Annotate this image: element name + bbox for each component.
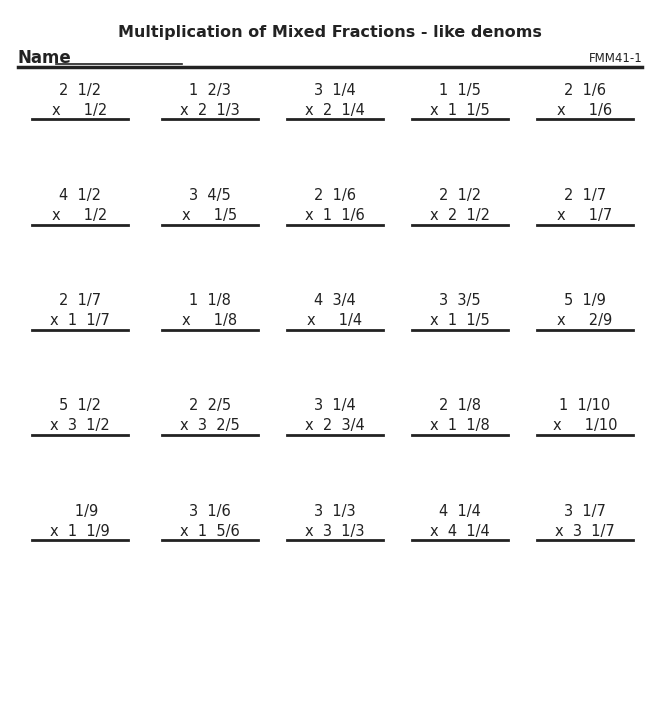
Text: x     1/8: x 1/8 [182, 313, 238, 328]
Text: x     1/10: x 1/10 [553, 418, 617, 434]
Text: 3  1/6: 3 1/6 [189, 503, 231, 519]
Text: x  1  1/9: x 1 1/9 [50, 523, 110, 539]
Text: x     1/7: x 1/7 [558, 208, 612, 223]
Text: 2  1/6: 2 1/6 [314, 188, 356, 203]
Text: 1/9: 1/9 [61, 503, 98, 519]
Text: 2  1/7: 2 1/7 [564, 188, 606, 203]
Text: Name: Name [18, 49, 71, 68]
Text: x     1/5: x 1/5 [182, 208, 238, 223]
Text: x  1  1/5: x 1 1/5 [430, 313, 490, 328]
Text: x     1/6: x 1/6 [558, 102, 612, 118]
Text: x  1  1/7: x 1 1/7 [50, 313, 110, 328]
Text: 3  1/3: 3 1/3 [314, 503, 356, 519]
Text: x  3  1/7: x 3 1/7 [555, 523, 615, 539]
Text: 5  1/9: 5 1/9 [564, 293, 606, 309]
Text: 5  1/2: 5 1/2 [59, 398, 101, 414]
Text: 2  1/6: 2 1/6 [564, 82, 606, 98]
Text: x  2  1/3: x 2 1/3 [180, 102, 240, 118]
Text: 2  1/7: 2 1/7 [59, 293, 101, 309]
Text: 4  1/2: 4 1/2 [59, 188, 101, 203]
Text: x  3  2/5: x 3 2/5 [180, 418, 240, 434]
Text: x  1  1/6: x 1 1/6 [305, 208, 365, 223]
Text: x     2/9: x 2/9 [558, 313, 612, 328]
Text: 1  2/3: 1 2/3 [189, 82, 231, 98]
Text: x  4  1/4: x 4 1/4 [430, 523, 490, 539]
Text: x  1  1/5: x 1 1/5 [430, 102, 490, 118]
Text: Multiplication of Mixed Fractions - like denoms: Multiplication of Mixed Fractions - like… [118, 25, 542, 40]
Text: x     1/4: x 1/4 [308, 313, 362, 328]
Text: 2  2/5: 2 2/5 [189, 398, 231, 414]
Text: 1  1/8: 1 1/8 [189, 293, 231, 309]
Text: 2  1/2: 2 1/2 [439, 188, 481, 203]
Text: x  2  1/2: x 2 1/2 [430, 208, 490, 223]
Text: x  1  1/8: x 1 1/8 [430, 418, 490, 434]
Text: x  2  3/4: x 2 3/4 [305, 418, 365, 434]
Text: 1  1/10: 1 1/10 [560, 398, 610, 414]
Text: 2  1/8: 2 1/8 [439, 398, 481, 414]
Text: x  3  1/3: x 3 1/3 [305, 523, 365, 539]
Text: x  2  1/4: x 2 1/4 [305, 102, 365, 118]
Text: 3  1/7: 3 1/7 [564, 503, 606, 519]
Text: 1  1/5: 1 1/5 [439, 82, 481, 98]
Text: FMM41-1: FMM41-1 [589, 52, 642, 65]
Text: x  1  5/6: x 1 5/6 [180, 523, 240, 539]
Text: 3  1/4: 3 1/4 [314, 398, 356, 414]
Text: 4  1/4: 4 1/4 [439, 503, 481, 519]
Text: x     1/2: x 1/2 [52, 208, 108, 223]
Text: x  3  1/2: x 3 1/2 [50, 418, 110, 434]
Text: 3  3/5: 3 3/5 [439, 293, 481, 309]
Text: 3  1/4: 3 1/4 [314, 82, 356, 98]
Text: 3  4/5: 3 4/5 [189, 188, 231, 203]
Text: 4  3/4: 4 3/4 [314, 293, 356, 309]
Text: 2  1/2: 2 1/2 [59, 82, 101, 98]
Text: x     1/2: x 1/2 [52, 102, 108, 118]
